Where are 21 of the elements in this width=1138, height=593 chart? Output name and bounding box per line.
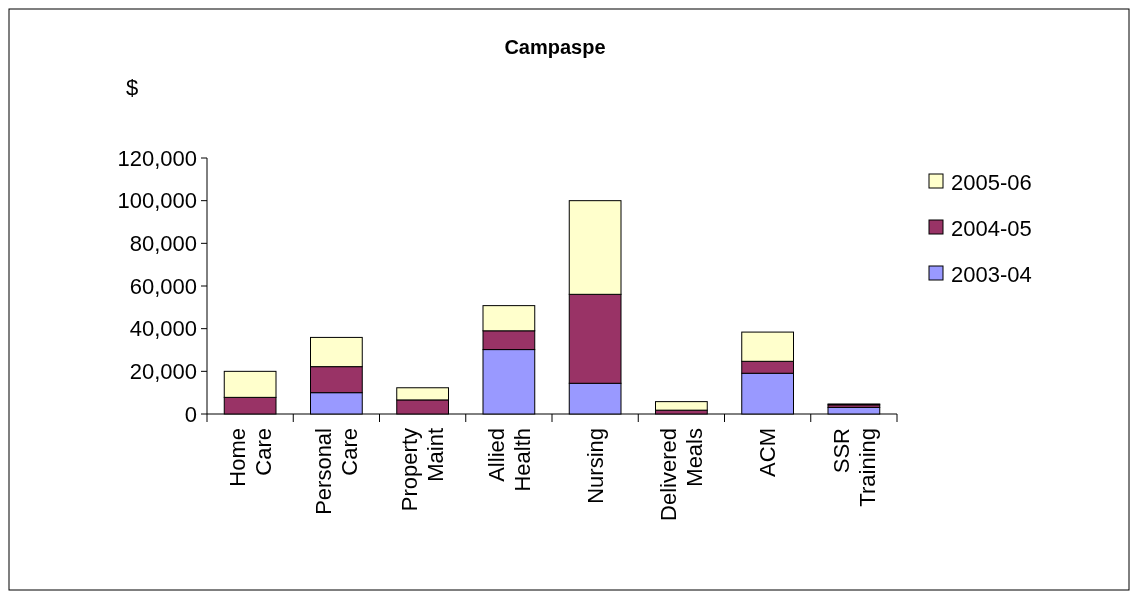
x-tick-label: Delivered Meals: [656, 428, 708, 521]
bar: [655, 401, 708, 411]
x-tick-label: Nursing: [582, 428, 608, 504]
x-tick-label: Personal Care: [311, 428, 363, 515]
x-tick-label: SSR Training: [828, 428, 880, 507]
x-tick-label: Home Care: [224, 428, 276, 487]
y-axis-title: $: [125, 75, 139, 100]
x-tick-label: Property Maint: [397, 428, 449, 512]
y-tick-label: 100,000: [117, 188, 197, 214]
y-tick-label: 60,000: [129, 273, 197, 299]
legend-label: 2003-04: [951, 261, 1032, 287]
y-tick-label: 0: [184, 401, 197, 427]
chart-title: Campaspe: [504, 36, 606, 58]
x-tick-label: ACM: [755, 428, 781, 477]
legend-label: 2004-05: [951, 215, 1032, 241]
y-tick-label: 20,000: [129, 359, 197, 385]
legend-label: 2005-06: [951, 169, 1032, 195]
y-tick-label: 120,000: [117, 145, 197, 171]
y-tick-label: 80,000: [129, 231, 197, 257]
y-tick-label: 40,000: [129, 316, 197, 342]
x-tick-label: Allied Health: [483, 428, 535, 492]
